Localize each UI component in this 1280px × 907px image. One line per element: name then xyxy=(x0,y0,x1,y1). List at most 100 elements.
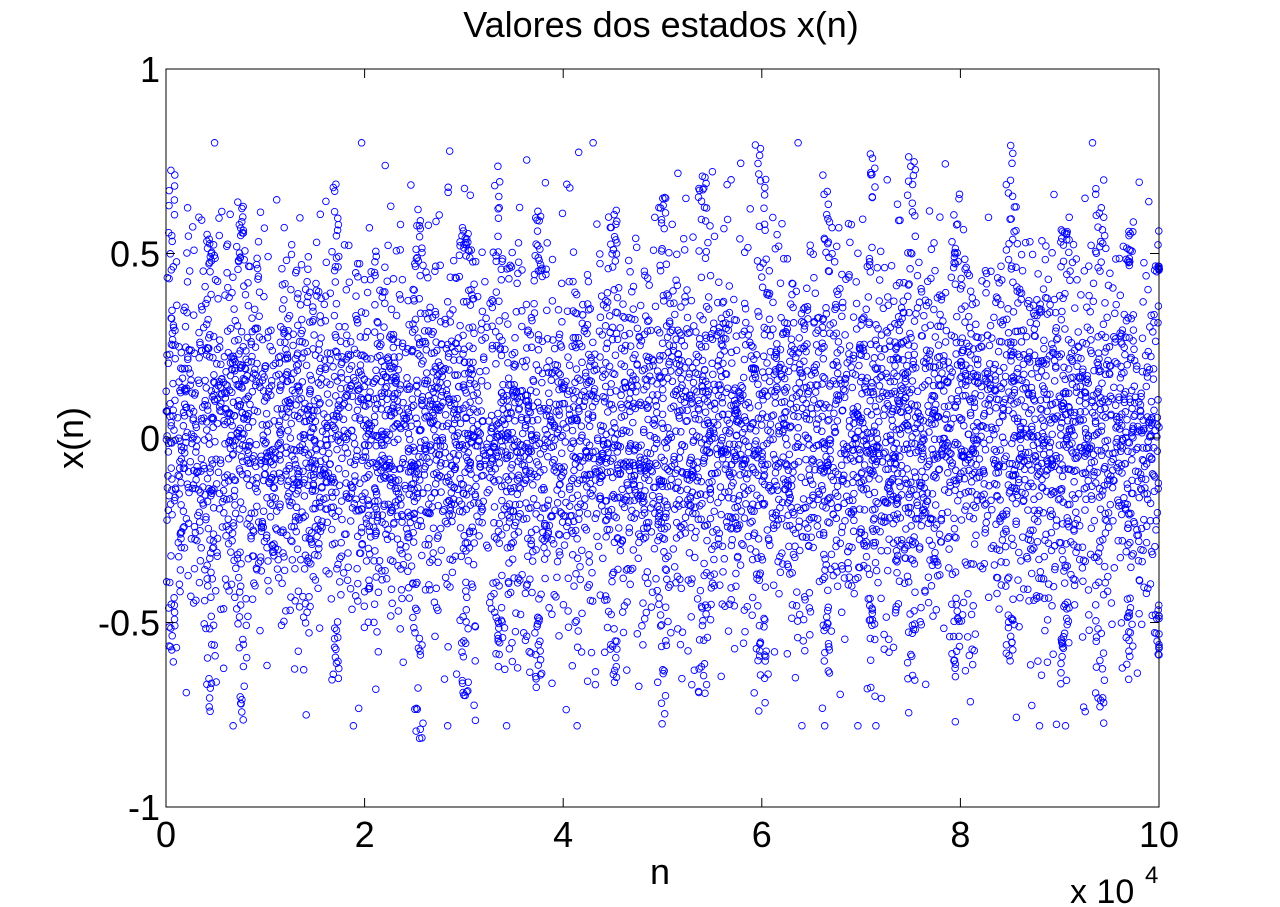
scatter-point xyxy=(471,716,480,725)
scatter-point xyxy=(354,597,362,605)
scatter-point xyxy=(381,471,390,480)
scatter-point xyxy=(206,331,214,339)
scatter-point xyxy=(1051,565,1059,574)
scatter-point xyxy=(284,314,292,323)
scatter-point xyxy=(1092,553,1101,561)
scatter-point xyxy=(673,385,682,394)
scatter-point xyxy=(230,337,239,345)
scatter-point xyxy=(1129,218,1138,226)
scatter-point xyxy=(696,490,705,498)
scatter-point xyxy=(714,461,722,469)
scatter-point xyxy=(532,431,541,440)
scatter-point xyxy=(1015,353,1024,361)
scatter-point xyxy=(549,419,557,428)
scatter-point xyxy=(407,562,416,570)
scatter-point xyxy=(724,627,733,635)
scatter-point xyxy=(701,408,710,416)
scatter-point xyxy=(722,518,731,526)
scatter-point xyxy=(495,476,503,484)
scatter-point xyxy=(584,306,593,314)
scatter-point xyxy=(405,320,413,329)
scatter-point xyxy=(1025,597,1033,605)
scatter-point xyxy=(405,533,413,541)
scatter-point xyxy=(282,345,290,354)
scatter-point xyxy=(990,561,999,569)
scatter-point xyxy=(497,482,506,491)
scatter-point xyxy=(806,608,815,616)
scatter-point xyxy=(687,579,695,588)
scatter-point xyxy=(754,308,762,316)
scatter-point xyxy=(684,358,693,366)
scatter-point xyxy=(490,503,499,511)
scatter-point xyxy=(736,159,745,168)
scatter-point xyxy=(952,534,960,542)
scatter-point xyxy=(464,429,472,438)
scatter-point xyxy=(466,376,475,384)
scatter-point xyxy=(819,373,827,381)
scatter-point xyxy=(714,540,723,549)
scatter-point xyxy=(890,465,898,473)
scatter-point xyxy=(854,249,862,257)
scatter-point xyxy=(1135,493,1143,502)
scatter-point xyxy=(578,546,586,555)
scatter-point xyxy=(418,551,426,560)
scatter-point xyxy=(1111,401,1120,409)
scatter-point xyxy=(747,484,756,493)
scatter-point xyxy=(327,595,336,603)
scatter-point xyxy=(1101,529,1110,537)
scatter-point xyxy=(573,722,581,730)
scatter-point xyxy=(1067,570,1075,579)
scatter-point xyxy=(502,722,511,730)
scatter-point xyxy=(957,516,966,524)
scatter-point xyxy=(499,405,507,413)
scatter-point xyxy=(636,341,644,350)
scatter-point xyxy=(207,491,215,500)
scatter-point xyxy=(734,496,742,504)
scatter-point xyxy=(298,326,306,335)
scatter-point xyxy=(1138,334,1147,342)
scatter-point xyxy=(625,401,633,410)
scatter-point xyxy=(579,300,587,309)
scatter-point xyxy=(1008,534,1016,543)
scatter-point xyxy=(880,263,889,272)
scatter-point xyxy=(508,350,516,359)
scatter-point xyxy=(643,449,651,457)
scatter-point xyxy=(269,483,278,492)
scatter-point xyxy=(356,479,364,487)
scatter-point xyxy=(730,602,739,610)
scatter-point xyxy=(1076,408,1085,416)
scatter-point xyxy=(412,414,420,422)
scatter-point xyxy=(259,507,268,515)
scatter-point xyxy=(659,394,667,403)
scatter-point xyxy=(1012,226,1020,235)
scatter-point xyxy=(971,355,980,363)
scatter-point xyxy=(436,261,444,270)
scatter-point xyxy=(305,558,313,567)
scatter-point xyxy=(840,471,848,480)
scatter-point xyxy=(834,290,842,299)
scatter-point xyxy=(1153,421,1162,429)
scatter-point xyxy=(1081,506,1089,514)
scatter-point xyxy=(201,396,209,405)
scatter-point xyxy=(396,546,404,554)
scatter-point xyxy=(1094,385,1103,393)
scatter-point xyxy=(759,352,768,361)
scatter-point xyxy=(845,342,854,350)
scatter-point xyxy=(929,381,938,390)
scatter-point xyxy=(492,535,501,543)
scatter-point xyxy=(827,550,836,559)
scatter-point xyxy=(654,517,663,525)
scatter-point xyxy=(909,365,917,373)
scatter-point xyxy=(875,417,883,426)
scatter-point xyxy=(691,553,699,562)
scatter-point xyxy=(464,456,472,465)
scatter-point xyxy=(897,304,906,312)
scatter-point xyxy=(708,167,717,176)
scatter-point xyxy=(346,517,355,525)
scatter-point xyxy=(913,498,921,507)
scatter-point xyxy=(287,522,296,531)
scatter-point xyxy=(462,587,470,595)
scatter-point xyxy=(811,465,819,474)
scatter-point xyxy=(824,518,832,526)
scatter-point xyxy=(201,282,209,291)
